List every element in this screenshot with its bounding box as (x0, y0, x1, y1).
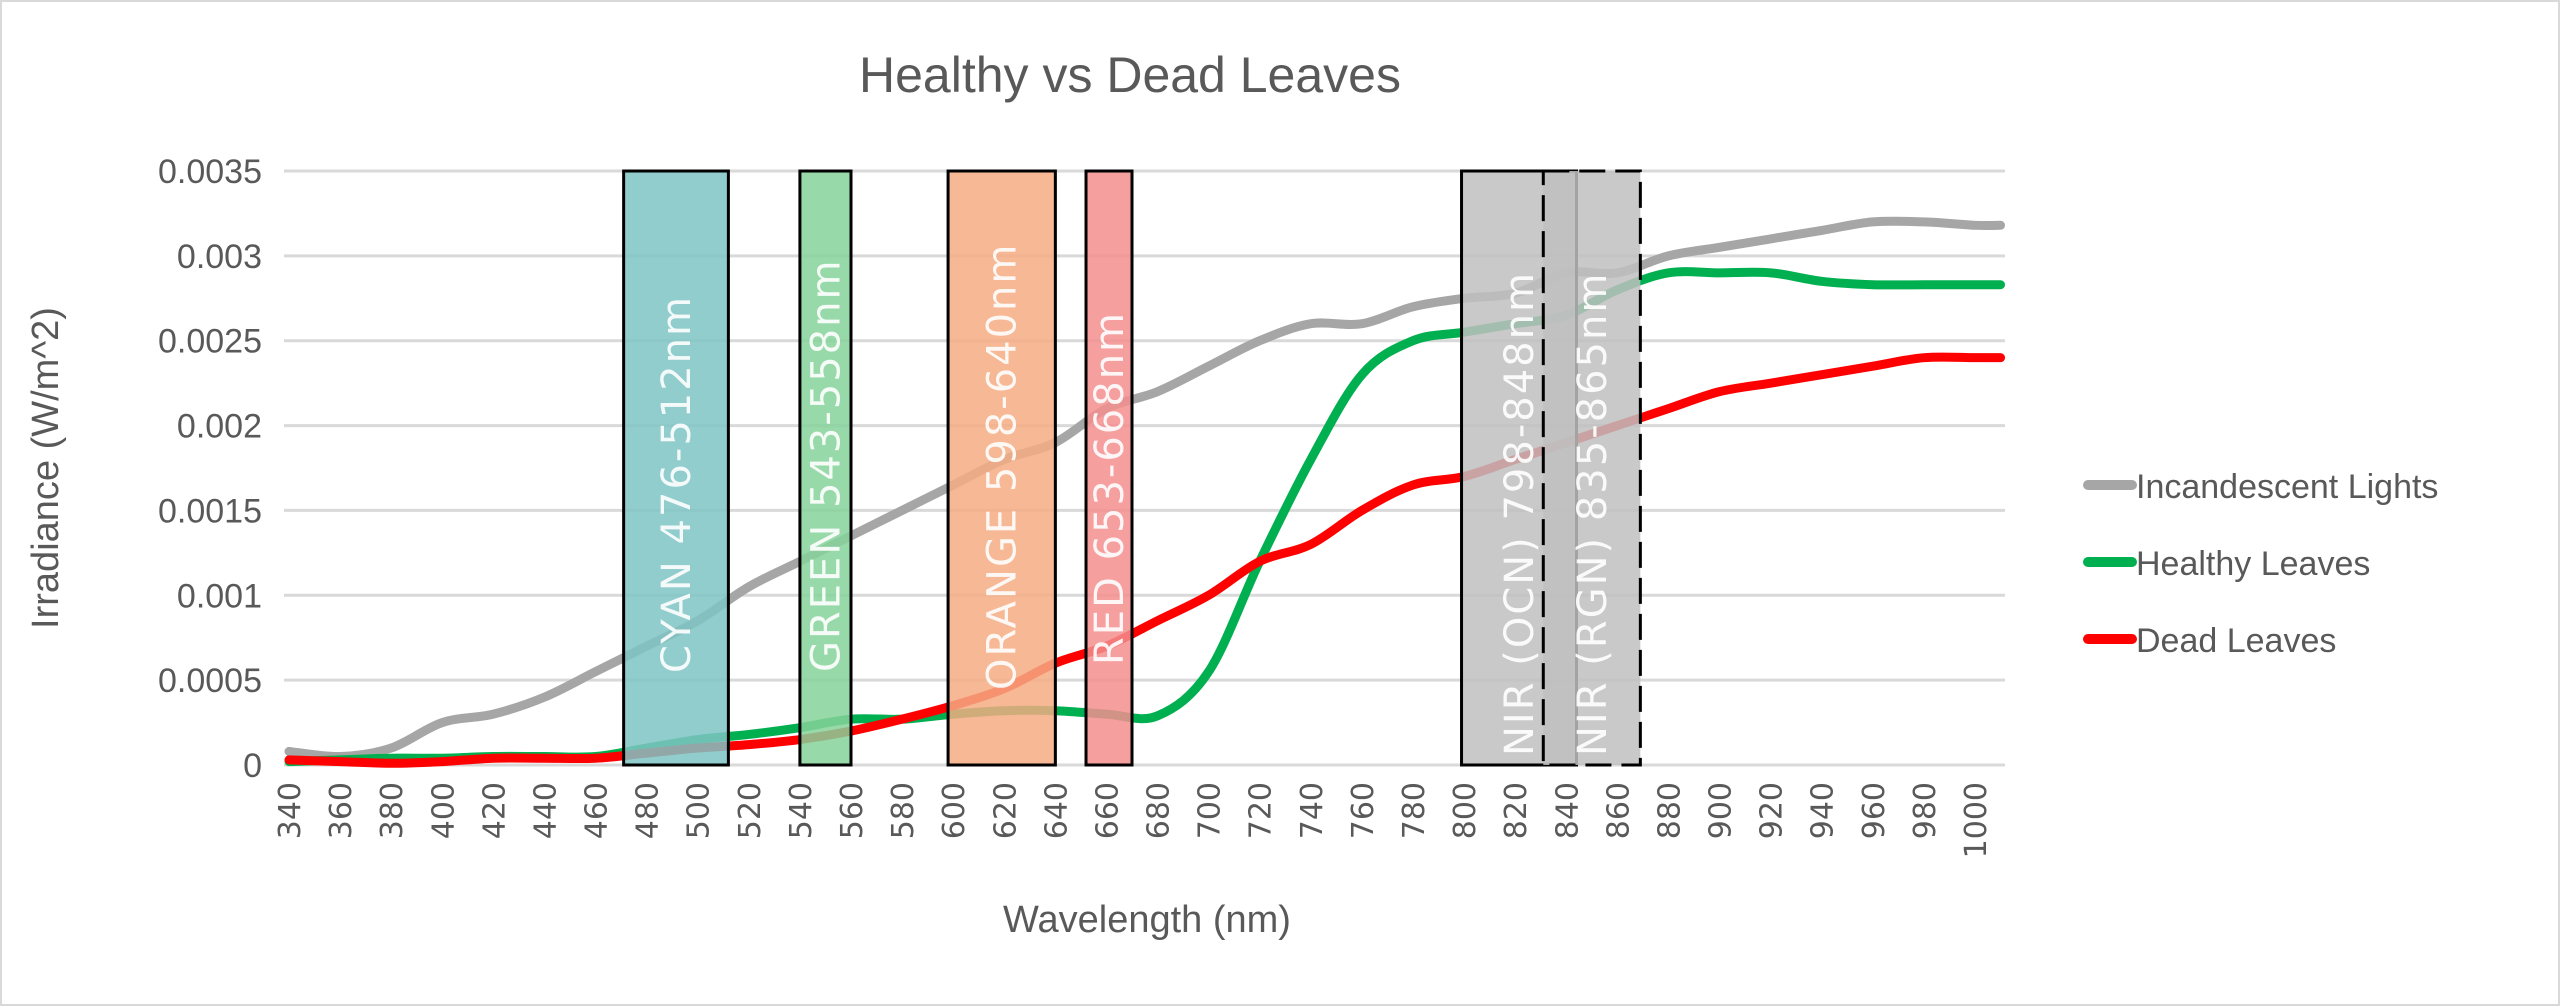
x-tick-label: 860 (1601, 782, 1636, 839)
y-axis-label: Irradiance (W/m^2) (25, 307, 67, 629)
band-box (798, 169, 853, 767)
x-tick-label: 800 (1448, 782, 1483, 839)
x-tick-label: 640 (1039, 782, 1074, 839)
x-tick-label: 780 (1397, 782, 1432, 839)
x-tick-label: 360 (324, 782, 359, 839)
series-line-dead-leaves (284, 352, 2006, 768)
x-tick-label: 720 (1244, 782, 1279, 839)
x-tick-label: 420 (477, 782, 512, 839)
x-axis-label: Wavelength (nm) (1003, 899, 1291, 941)
x-tick-label: 520 (733, 782, 768, 839)
band-box (1084, 169, 1134, 767)
x-tick-label: 940 (1806, 782, 1841, 839)
x-axis-ticks: 340 360 380 400 420 440 460 480 500 520 540 560 580 6… (273, 782, 1994, 858)
y-tick-label: 0.001 (177, 577, 262, 615)
x-tick-label: 560 (835, 782, 870, 839)
y-tick-label: 0.0015 (158, 492, 262, 530)
legend-label: Dead Leaves (2136, 622, 2336, 660)
band-box (1541, 169, 1642, 767)
y-tick-label: 0 (243, 747, 262, 785)
band-label: RED 653-668nm (1087, 311, 1133, 665)
y-axis-ticks: 0 0.0005 0.001 0.0015 0.002 0.0025 0.003 0.0035 (158, 153, 262, 785)
x-tick-label: 440 (528, 782, 563, 839)
x-tick-label: 900 (1704, 782, 1739, 839)
x-tick-label: 960 (1857, 782, 1892, 839)
x-tick-label: 580 (886, 782, 921, 839)
x-tick-label: 460 (580, 782, 615, 839)
band-boxes: CYAN 476-512nm GREEN 543-558nm ORANGE 598-… (622, 169, 1642, 767)
x-tick-label: 700 (1193, 782, 1228, 839)
x-tick-label: 740 (1295, 782, 1330, 839)
x-tick-label: 840 (1550, 782, 1585, 839)
x-tick-label: 1000 (1959, 782, 1994, 858)
y-tick-label: 0.0025 (158, 323, 262, 361)
x-tick-label: 400 (426, 782, 461, 839)
legend-label: Incandescent Lights (2136, 468, 2438, 506)
legend-label: Healthy Leaves (2136, 545, 2370, 583)
y-tick-label: 0.0035 (158, 153, 262, 191)
x-tick-label: 660 (1090, 782, 1125, 839)
x-tick-label: 680 (1142, 782, 1177, 839)
x-tick-label: 880 (1652, 782, 1687, 839)
legend: Incandescent Lights Healthy Leaves Dead Le… (2083, 468, 2438, 660)
x-tick-label: 980 (1908, 782, 1943, 839)
band-box (622, 169, 730, 767)
band-box (946, 169, 1057, 767)
x-tick-label: 340 (273, 782, 308, 839)
band-label: CYAN 476-512nm (654, 295, 700, 673)
x-tick-label: 500 (682, 782, 717, 839)
band-label: NIR (RGN) 835-865nm (1570, 272, 1616, 756)
band-label: ORANGE 598-640nm (980, 243, 1026, 690)
y-tick-label: 0.003 (177, 238, 262, 276)
x-tick-label: 600 (937, 782, 972, 839)
x-tick-label: 620 (988, 782, 1023, 839)
band-label: NIR (OCN) 798-848nm (1497, 271, 1543, 756)
x-tick-label: 820 (1499, 782, 1534, 839)
series-line-incandescent-lights (284, 216, 2006, 762)
x-tick-label: 380 (375, 782, 410, 839)
series-lines (284, 216, 2006, 768)
x-tick-label: 480 (631, 782, 666, 839)
y-tick-label: 0.0005 (158, 662, 262, 700)
x-tick-label: 540 (784, 782, 819, 839)
y-tick-label: 0.002 (177, 408, 262, 446)
chart-title: Healthy vs Dead Leaves (859, 47, 1401, 103)
x-tick-label: 920 (1755, 782, 1790, 839)
band-label: GREEN 543-558nm (803, 259, 849, 672)
x-tick-label: 760 (1346, 782, 1381, 839)
